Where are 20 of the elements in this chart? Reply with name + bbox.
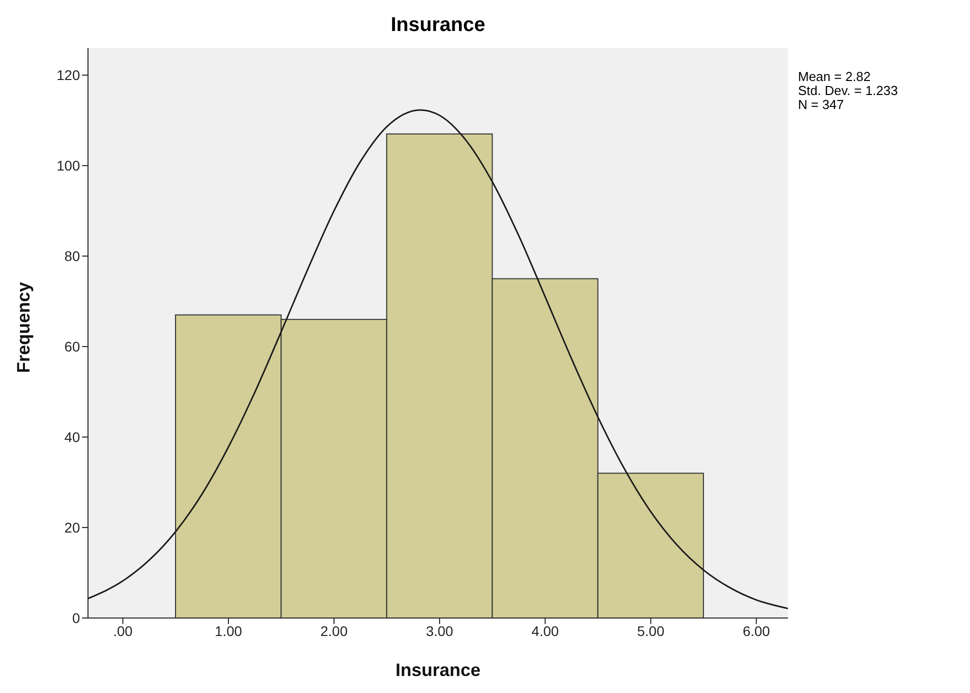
y-tick-label: 100: [56, 158, 80, 174]
y-tick-label: 120: [56, 67, 80, 84]
chart-title: Insurance: [390, 14, 486, 37]
y-tick-label: 20: [64, 519, 80, 536]
y-tick-label: 80: [64, 248, 80, 264]
text: Mean = 2.82: [798, 69, 872, 84]
text: Std. Dev. = 1.233: [798, 83, 898, 98]
x-tick-label: .00: [113, 622, 133, 639]
x-axis-title: Insurance: [395, 660, 481, 680]
y-tick-label: 40: [64, 429, 80, 446]
x-tick-label: 5.00: [637, 622, 665, 639]
x-tick-label: 3.00: [426, 622, 454, 639]
x-tick-label: 1.00: [214, 622, 242, 639]
y-tick-label: 0: [72, 610, 80, 626]
x-tick-label: 6.00: [742, 622, 770, 639]
x-tick-label: 4.00: [532, 622, 559, 639]
text: N = 347: [798, 97, 845, 112]
y-axis-title: Frequency: [13, 282, 34, 373]
y-tick-label: 60: [64, 338, 80, 355]
x-tick-label: 2.00: [320, 622, 348, 639]
